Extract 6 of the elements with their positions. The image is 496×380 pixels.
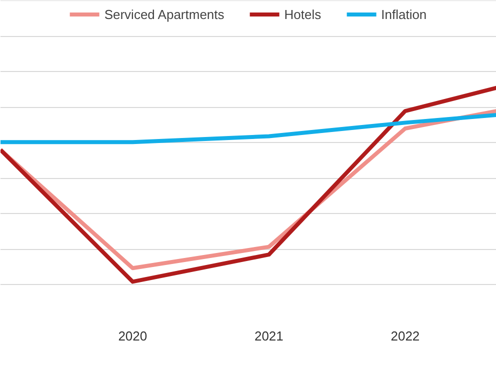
legend-label: Inflation	[381, 6, 427, 22]
legend-label: Serviced Apartments	[104, 6, 224, 22]
x-tick-label: 2020	[118, 328, 148, 344]
x-tick-label: 2021	[254, 328, 284, 344]
legend-label: Hotels	[284, 6, 322, 22]
x-tick-label: 2022	[390, 328, 420, 344]
